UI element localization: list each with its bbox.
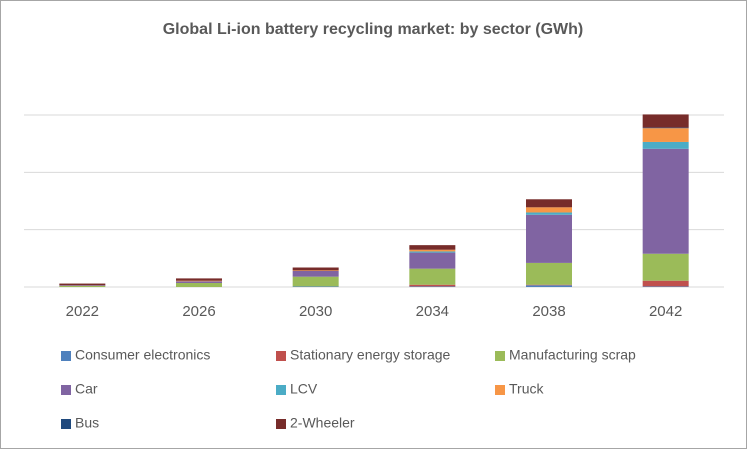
legend-label: Car — [75, 381, 98, 397]
bar-segment — [409, 252, 456, 269]
bar-segment — [176, 278, 222, 281]
bar-segment — [526, 262, 572, 285]
bar-segment — [526, 214, 572, 263]
legend-swatch — [61, 385, 71, 395]
bar-segment — [409, 284, 456, 287]
bar-segment — [292, 276, 339, 287]
legend-swatch — [495, 385, 505, 395]
legend-label: Stationary energy storage — [290, 347, 451, 363]
legend-swatch — [276, 385, 286, 395]
legend-label: LCV — [290, 381, 318, 397]
bar-segment — [292, 286, 339, 287]
x-tick-label: 2038 — [532, 303, 565, 320]
bar-segment — [642, 128, 689, 142]
bar-segment — [409, 268, 456, 285]
bar-segment — [176, 280, 222, 282]
bar-segment — [292, 267, 339, 271]
legend-swatch — [276, 351, 286, 361]
bar-segment — [642, 280, 689, 287]
legend-label: Manufacturing scrap — [509, 347, 636, 363]
legend-swatch — [276, 419, 286, 429]
bar-segment — [526, 199, 572, 208]
legend-label: Truck — [509, 381, 544, 397]
x-tick-label: 2042 — [649, 303, 682, 320]
bar-segment — [642, 253, 689, 281]
legend-swatch — [495, 351, 505, 361]
bar-segment — [409, 245, 456, 250]
bar-segment — [642, 148, 689, 254]
bar-segment — [642, 141, 689, 149]
bar-segment — [59, 285, 106, 287]
legend-swatch — [61, 419, 71, 429]
bar-segment — [526, 285, 572, 287]
chart-title: Global Li-ion battery recycling market: … — [163, 21, 584, 38]
bar-segment — [526, 284, 572, 286]
x-tick-label: 2030 — [299, 303, 332, 320]
bar-segment — [292, 270, 339, 277]
bar-segment — [409, 251, 456, 253]
x-tick-label: 2026 — [182, 303, 215, 320]
bar-segment — [526, 212, 572, 215]
bar-segment — [642, 114, 689, 128]
x-tick-label: 2022 — [66, 303, 99, 320]
legend-label: Consumer electronics — [75, 347, 210, 363]
bar-segment — [59, 283, 106, 286]
bar-segment — [526, 207, 572, 213]
bar-segment — [409, 249, 456, 252]
x-tick-label: 2034 — [416, 303, 449, 320]
bar-segment — [292, 270, 339, 271]
legend-label: 2-Wheeler — [290, 415, 355, 431]
bar-segment — [409, 286, 456, 287]
bar-segment — [642, 127, 689, 129]
bar-segment — [59, 285, 106, 286]
bar-segment — [642, 286, 689, 287]
bar-segment — [176, 282, 222, 287]
legend-swatch — [61, 351, 71, 361]
bar-segment — [176, 281, 222, 283]
legend-label: Bus — [75, 415, 99, 431]
